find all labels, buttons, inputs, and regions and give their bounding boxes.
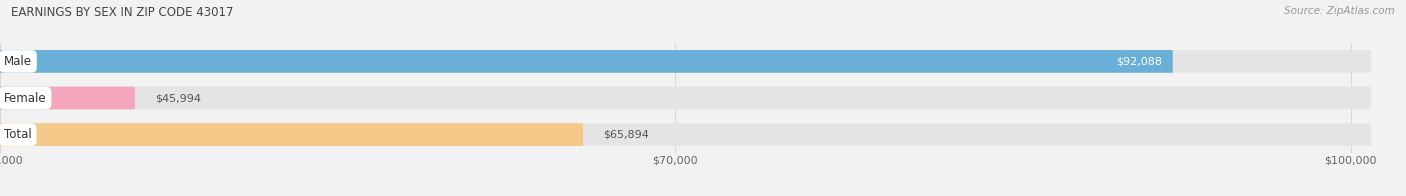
- FancyBboxPatch shape: [0, 123, 1371, 146]
- FancyBboxPatch shape: [0, 50, 1173, 73]
- FancyBboxPatch shape: [0, 50, 1371, 73]
- FancyBboxPatch shape: [0, 123, 583, 146]
- Text: Male: Male: [4, 55, 32, 68]
- FancyBboxPatch shape: [0, 87, 135, 109]
- Text: Female: Female: [4, 92, 46, 104]
- Text: $65,894: $65,894: [603, 130, 650, 140]
- Text: $45,994: $45,994: [155, 93, 201, 103]
- Text: Source: ZipAtlas.com: Source: ZipAtlas.com: [1284, 6, 1395, 16]
- Text: Total: Total: [4, 128, 32, 141]
- Text: EARNINGS BY SEX IN ZIP CODE 43017: EARNINGS BY SEX IN ZIP CODE 43017: [11, 6, 233, 19]
- Text: $92,088: $92,088: [1116, 56, 1161, 66]
- FancyBboxPatch shape: [0, 87, 1371, 109]
